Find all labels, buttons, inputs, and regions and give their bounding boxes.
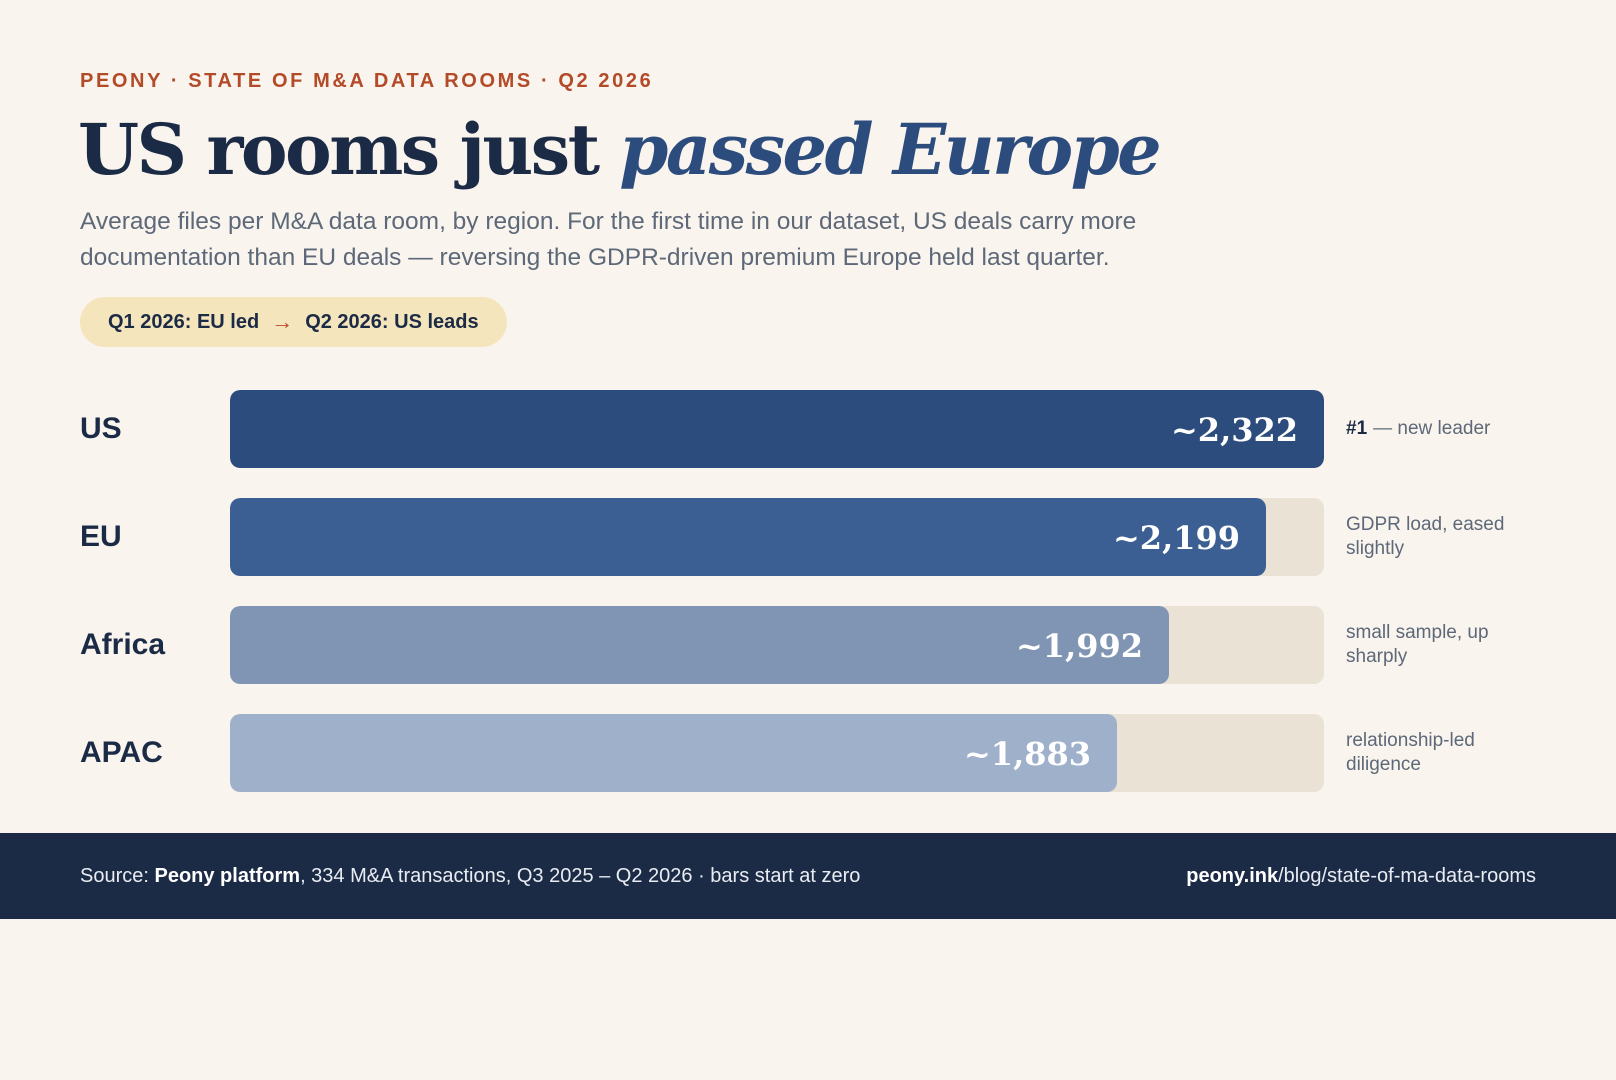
data-label: ~1,883 bbox=[963, 735, 1091, 773]
source-details: , 334 M&A transactions, Q3 2025 – Q2 202… bbox=[300, 865, 861, 887]
annotation-text: GDPR load, eased slightly bbox=[1346, 514, 1505, 559]
source-name: Peony platform bbox=[154, 865, 301, 887]
annotation-text: — new leader bbox=[1373, 418, 1491, 439]
source-prefix: Source: bbox=[80, 865, 155, 887]
bar-annotation: GDPR load, eased slightly bbox=[1346, 498, 1546, 576]
bar-row-africa: Africa ~1,992 small sample, up sharply bbox=[0, 606, 1616, 684]
data-label: ~1,992 bbox=[1015, 627, 1143, 665]
bar-annotation: relationship-led diligence bbox=[1346, 714, 1546, 792]
footer-link[interactable]: peony.ink/blog/state-of-ma-data-rooms bbox=[1186, 833, 1536, 919]
bar-annotation: #1— new leader bbox=[1346, 390, 1546, 468]
category-label: US bbox=[80, 412, 122, 445]
category-label: Africa bbox=[80, 628, 166, 661]
data-label: ~2,199 bbox=[1112, 519, 1240, 557]
bar bbox=[230, 606, 1169, 684]
bar bbox=[230, 714, 1117, 792]
category-label: APAC bbox=[80, 736, 163, 769]
title-main: US rooms just bbox=[78, 108, 620, 191]
bar-track: ~1,992 bbox=[230, 606, 1324, 684]
arrow-right-icon: → bbox=[271, 309, 294, 334]
bar bbox=[230, 498, 1266, 576]
bar-chart: US ~2,322 #1— new leader EU ~2,199 GDPR load,… bbox=[0, 390, 1616, 810]
bar-row-us: US ~2,322 #1— new leader bbox=[0, 390, 1616, 468]
bar-row-apac: APAC ~1,883 relationship-led diligence bbox=[0, 714, 1616, 792]
pill-after: Q2 2026: US leads bbox=[305, 310, 479, 333]
annotation-text: small sample, up sharply bbox=[1346, 622, 1489, 667]
page-title: US rooms just passed Europe bbox=[78, 108, 1162, 192]
bar-row-eu: EU ~2,199 GDPR load, eased slightly bbox=[0, 498, 1616, 576]
pill-before: Q1 2026: EU led bbox=[108, 310, 260, 333]
bar-track: ~2,322 bbox=[230, 390, 1324, 468]
footer-link-path[interactable]: /blog/state-of-ma-data-rooms bbox=[1278, 865, 1536, 887]
subtitle: Average files per M&A data room, by regi… bbox=[80, 208, 1137, 271]
bar-track: ~2,199 bbox=[230, 498, 1324, 576]
eyebrow: PEONY · STATE OF M&A DATA ROOMS · Q2 202… bbox=[80, 70, 654, 92]
title-accent: passed Europe bbox=[619, 108, 1161, 191]
status-pill: Q1 2026: EU led → Q2 2026: US leads bbox=[80, 297, 507, 347]
footer-link-domain[interactable]: peony.ink bbox=[1186, 865, 1279, 887]
footer: Source: Peony platform, 334 M&A transact… bbox=[0, 833, 1616, 919]
annotation-text: relationship-led diligence bbox=[1346, 730, 1475, 775]
category-label: EU bbox=[80, 520, 122, 553]
source-note: Source: Peony platform, 334 M&A transact… bbox=[80, 833, 860, 919]
bar-track: ~1,883 bbox=[230, 714, 1324, 792]
data-label: ~2,322 bbox=[1170, 411, 1298, 449]
annotation-rank: #1 bbox=[1346, 418, 1368, 439]
bar-annotation: small sample, up sharply bbox=[1346, 606, 1546, 684]
bar bbox=[230, 390, 1324, 468]
